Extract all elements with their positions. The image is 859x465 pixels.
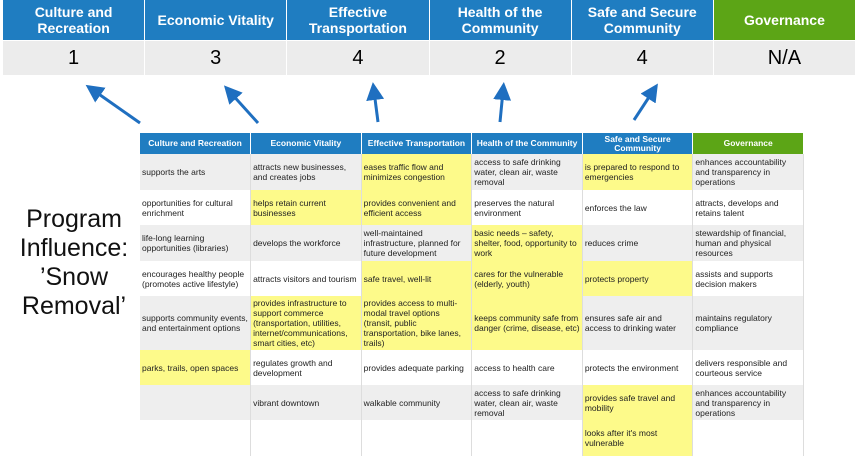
table-cell: is prepared to respond to emergencies [582,154,694,190]
program-title: Program Influence: ’Snow Removal’ [19,205,129,320]
table-cell: enforces the law [582,190,694,225]
header-cell: Governance [713,0,856,40]
table-cell [140,385,252,420]
arrow-icon [366,82,385,123]
arrow-icon [223,85,260,125]
table-cell: encourages healthy people (promotes acti… [140,261,252,296]
table-cell: vibrant downtown [250,385,362,420]
table-cell: parks, trails, open spaces [140,350,252,385]
column-header: Governance [692,133,804,154]
table-cell: supports the arts [140,154,252,190]
score-value: 1 [3,40,146,75]
table-cell: maintains regulatory compliance [692,296,804,350]
table-cell: provides adequate parking [361,350,473,385]
table-cell: access to health care [471,350,583,385]
header-cell: Safe and Secure Community [571,0,714,40]
table-cell: protects the environment [582,350,694,385]
score-value: 4 [571,40,714,75]
table-cell: reduces crime [582,225,694,261]
table-cell: supports community events, and entertain… [140,296,252,350]
arrow-icon [632,83,658,121]
score-value: 3 [145,40,288,75]
header-cell: Economic Vitality [145,0,288,40]
column-header: Economic Vitality [250,133,362,154]
table-cell [250,420,362,456]
table-row: supports community events, and entertain… [140,296,804,350]
table-cell: looks after it's most vulnerable [582,420,694,456]
table-cell: provides safe travel and mobility [582,385,694,420]
table-cell: cares for the vulnerable (elderly, youth… [471,261,583,296]
score-value: 2 [429,40,572,75]
table-cell: keeps community safe from danger (crime,… [471,296,583,350]
table-cell: ensures safe air and access to drinking … [582,296,694,350]
table-cell: attracts new businesses, and creates job… [250,154,362,190]
table-cell: provides convenient and efficient access [361,190,473,225]
table-cell: assists and supports decision makers [692,261,804,296]
column-header: Effective Transportation [361,133,473,154]
table-row: vibrant downtown walkable community access… [140,385,804,420]
table-cell: enhances accountability and transparency… [692,385,804,420]
table-cell: develops the workforce [250,225,362,261]
table-cell [361,420,473,456]
table-cell: stewardship of financial, human and phys… [692,225,804,261]
table-row: supports the arts attracts new businesses… [140,154,804,190]
table-row: encourages healthy people (promotes acti… [140,261,804,296]
table-cell: enhances accountability and transparency… [692,154,804,190]
column-header: Health of the Community [471,133,583,154]
column-header: Culture and Recreation [140,133,252,154]
table-cell [140,420,252,456]
score-summary: Culture and Recreation Economic Vitality E… [3,0,856,75]
table-row: parks, trails, open spaces regulates grow… [140,350,804,385]
table-cell: helps retain current businesses [250,190,362,225]
table-row: life-long learning opportunities (librar… [140,225,804,261]
table-cell: attracts visitors and tourism [250,261,362,296]
influence-table: Culture and Recreation Economic Vitality E… [140,133,804,456]
header-cell: Effective Transportation [287,0,430,40]
table-cell: life-long learning opportunities (librar… [140,225,252,261]
table-cell: walkable community [361,385,473,420]
table-cell: provides infrastructure to support comme… [250,296,362,350]
arrow-icon [85,84,141,125]
table-cell: provides access to multi-modal travel op… [361,296,473,350]
table-cell: eases traffic flow and minimizes congest… [361,154,473,190]
table-row: looks after it's most vulnerable [140,420,804,456]
header-cell: Health of the Community [429,0,572,40]
table-cell [471,420,583,456]
table-cell: basic needs – safety, shelter, food, opp… [471,225,583,261]
table-cell: protects property [582,261,694,296]
table-cell: preserves the natural environment [471,190,583,225]
table-cell: well-maintained infrastructure, planned … [361,225,473,261]
table-cell: access to safe drinking water, clean air… [471,154,583,190]
score-value: N/A [713,40,856,75]
table-row: opportunities for cultural enrichment hel… [140,190,804,225]
table-cell: regulates growth and development [250,350,362,385]
header-cell: Culture and Recreation [3,0,146,40]
table-cell: delivers responsible and courteous servi… [692,350,804,385]
arrow-icon [493,82,512,123]
score-value: 4 [287,40,430,75]
table-cell: safe travel, well-lit [361,261,473,296]
table-cell: opportunities for cultural enrichment [140,190,252,225]
column-header: Safe and Secure Community [582,133,694,154]
table-cell: attracts, develops and retains talent [692,190,804,225]
table-cell [692,420,804,456]
table-cell: access to safe drinking water, clean air… [471,385,583,420]
